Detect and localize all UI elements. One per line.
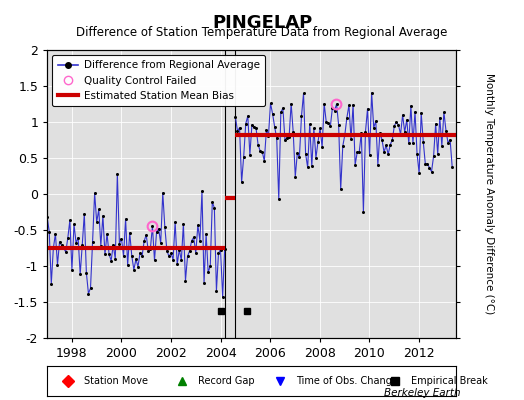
Legend: Difference from Regional Average, Quality Control Failed, Estimated Station Mean: Difference from Regional Average, Qualit… — [52, 55, 265, 106]
Text: Record Gap: Record Gap — [199, 376, 255, 386]
Text: Time of Obs. Change: Time of Obs. Change — [297, 376, 398, 386]
Text: Difference of Station Temperature Data from Regional Average: Difference of Station Temperature Data f… — [77, 26, 447, 39]
Text: Berkeley Earth: Berkeley Earth — [385, 388, 461, 398]
Text: Station Move: Station Move — [84, 376, 148, 386]
Y-axis label: Monthly Temperature Anomaly Difference (°C): Monthly Temperature Anomaly Difference (… — [484, 73, 494, 315]
Text: PINGELAP: PINGELAP — [212, 14, 312, 32]
Text: Empirical Break: Empirical Break — [411, 376, 488, 386]
